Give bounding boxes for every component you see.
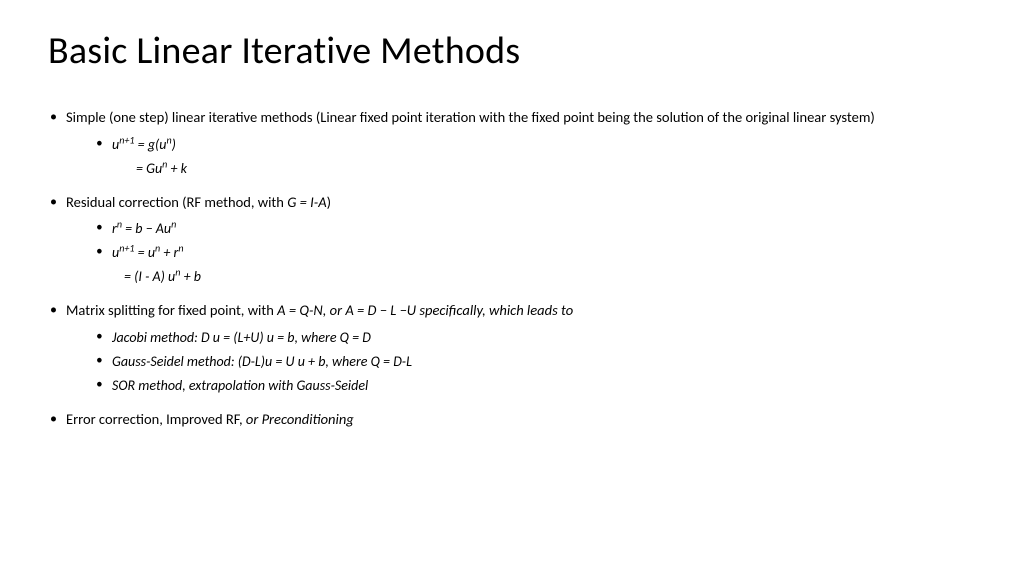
formula-rn: rn = b − Aun: [94, 218, 976, 239]
sub-list: rn = b − Aun un+1 = un + rn: [66, 218, 976, 263]
bullet-matrix-splitting: Matrix splitting for fixed point, with A…: [48, 301, 976, 396]
formula-un1-rn: un+1 = un + rn: [94, 242, 976, 263]
slide: Basic Linear Iterative Methods Simple (o…: [0, 0, 1024, 576]
bullet-simple-methods: Simple (one step) linear iterative metho…: [48, 108, 976, 179]
bullet-residual-correction: Residual correction (RF method, with G =…: [48, 193, 976, 288]
bullet-error-correction: Error correction, Improved RF, or Precon…: [48, 410, 976, 430]
bullet-text: Residual correction (RF method, with G =…: [66, 193, 331, 211]
method-gauss-seidel: Gauss-Seidel method: (D-L)u = U u + b, w…: [94, 351, 976, 372]
slide-title: Basic Linear Iterative Methods: [48, 28, 976, 74]
bullet-text: Matrix splitting for fixed point, with A…: [66, 301, 573, 319]
bullet-text: Error correction, Improved RF, or Precon…: [66, 410, 354, 428]
formula-gun-k: = Gun + k: [136, 158, 976, 179]
formula-un1-gun: un+1 = g(un): [94, 134, 976, 155]
formula-ia-un-b: = (I - A) un + b: [124, 266, 976, 287]
method-jacobi: Jacobi method: D u = (L+U) u = b, where …: [94, 327, 976, 348]
bullet-text: Simple (one step) linear iterative metho…: [66, 108, 875, 126]
sub-list: Jacobi method: D u = (L+U) u = b, where …: [66, 327, 976, 396]
bullet-list: Simple (one step) linear iterative metho…: [48, 108, 976, 429]
sub-list: un+1 = g(un): [66, 134, 976, 155]
method-sor: SOR method, extrapolation with Gauss-Sei…: [94, 375, 976, 396]
